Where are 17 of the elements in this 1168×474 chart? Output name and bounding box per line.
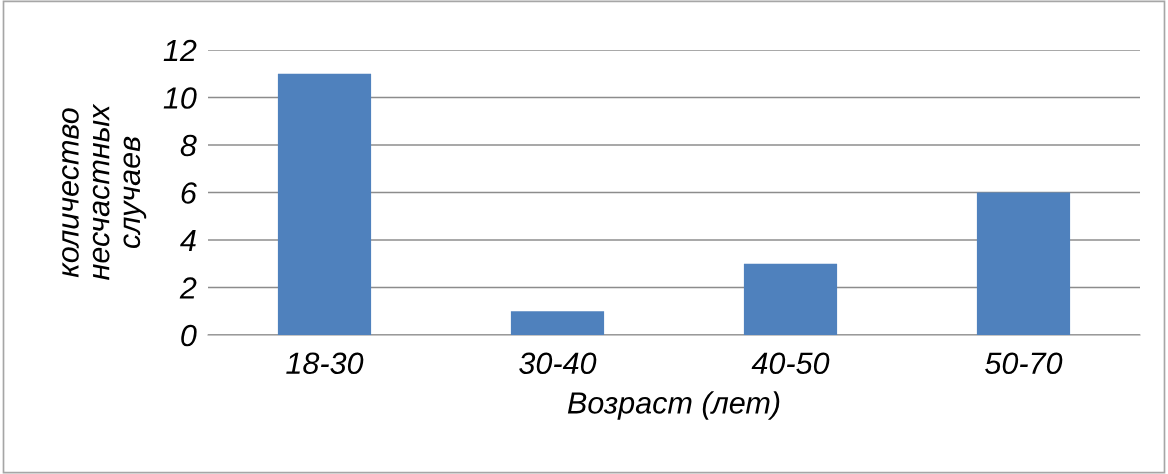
bar [976,192,1071,335]
x-tick-label: 30-40 [519,352,597,375]
bar [743,263,838,335]
y-tick-label: 2 [179,277,197,299]
x-tick-label: 50-70 [985,352,1063,375]
x-axis-title: Возраст (лет) [567,391,780,420]
y-tick-label: 6 [181,182,197,204]
x-tick-label: 18-30 [286,352,364,375]
bar [277,73,372,335]
x-tick-label: 40-50 [751,352,830,375]
bar [510,311,605,335]
y-tick-label: 12 [163,39,197,62]
y-tick-label: 8 [180,134,197,157]
y-tick-label: 4 [180,230,196,252]
y-tick-label: 10 [163,87,197,109]
y-axis-title: количество несчастных случаев [62,103,147,280]
y-tick-label: 0 [181,324,197,347]
